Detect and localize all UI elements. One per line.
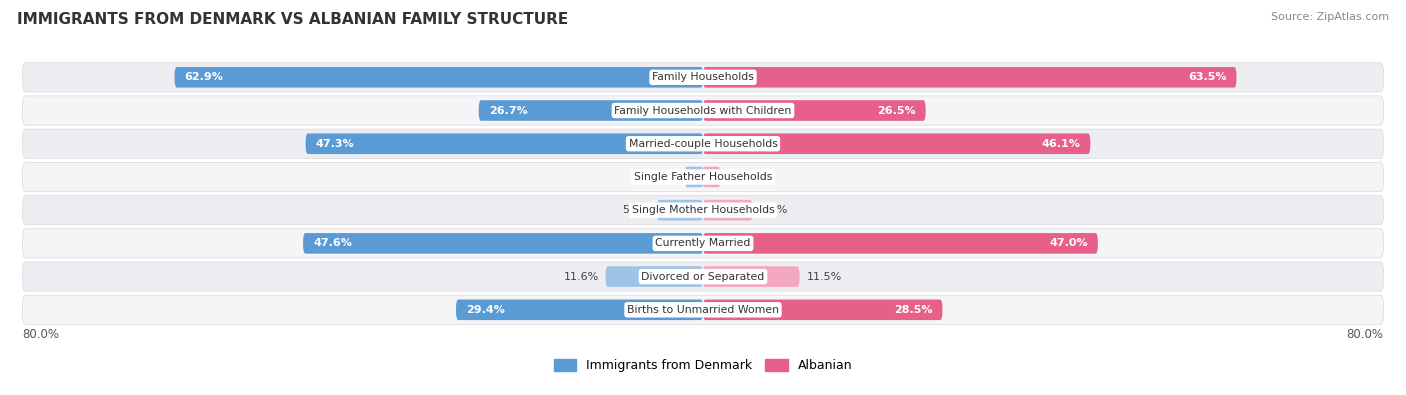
FancyBboxPatch shape [703,167,720,187]
Text: 28.5%: 28.5% [894,305,932,315]
FancyBboxPatch shape [22,262,1384,291]
FancyBboxPatch shape [174,67,703,88]
FancyBboxPatch shape [703,200,752,220]
FancyBboxPatch shape [304,233,703,254]
Text: Currently Married: Currently Married [655,238,751,248]
Text: 26.7%: 26.7% [489,105,527,115]
FancyBboxPatch shape [22,229,1384,258]
Text: IMMIGRANTS FROM DENMARK VS ALBANIAN FAMILY STRUCTURE: IMMIGRANTS FROM DENMARK VS ALBANIAN FAMI… [17,12,568,27]
Text: 62.9%: 62.9% [184,72,224,82]
FancyBboxPatch shape [478,100,703,121]
FancyBboxPatch shape [657,200,703,220]
Text: 26.5%: 26.5% [877,105,915,115]
Text: Married-couple Households: Married-couple Households [628,139,778,149]
FancyBboxPatch shape [703,100,925,121]
FancyBboxPatch shape [606,266,703,287]
FancyBboxPatch shape [703,134,1090,154]
FancyBboxPatch shape [685,167,703,187]
Text: Births to Unmarried Women: Births to Unmarried Women [627,305,779,315]
FancyBboxPatch shape [22,295,1384,324]
FancyBboxPatch shape [22,63,1384,92]
Text: 11.6%: 11.6% [564,272,599,282]
Text: Single Mother Households: Single Mother Households [631,205,775,215]
Text: 47.6%: 47.6% [314,238,352,248]
Text: 47.3%: 47.3% [316,139,354,149]
Text: 11.5%: 11.5% [807,272,842,282]
Text: 63.5%: 63.5% [1188,72,1226,82]
Text: 5.5%: 5.5% [621,205,650,215]
FancyBboxPatch shape [703,233,1098,254]
Text: 80.0%: 80.0% [1347,328,1384,341]
FancyBboxPatch shape [22,162,1384,192]
Legend: Immigrants from Denmark, Albanian: Immigrants from Denmark, Albanian [548,354,858,377]
Text: 2.0%: 2.0% [727,172,755,182]
Text: Family Households: Family Households [652,72,754,82]
Text: 80.0%: 80.0% [22,328,59,341]
Text: Source: ZipAtlas.com: Source: ZipAtlas.com [1271,12,1389,22]
Text: 46.1%: 46.1% [1042,139,1080,149]
FancyBboxPatch shape [456,299,703,320]
Text: 47.0%: 47.0% [1049,238,1088,248]
Text: 29.4%: 29.4% [465,305,505,315]
FancyBboxPatch shape [22,96,1384,125]
Text: Family Households with Children: Family Households with Children [614,105,792,115]
Text: 5.9%: 5.9% [759,205,787,215]
FancyBboxPatch shape [22,129,1384,158]
FancyBboxPatch shape [22,196,1384,225]
Text: Divorced or Separated: Divorced or Separated [641,272,765,282]
FancyBboxPatch shape [703,299,942,320]
FancyBboxPatch shape [305,134,703,154]
Text: 2.1%: 2.1% [650,172,679,182]
Text: Single Father Households: Single Father Households [634,172,772,182]
FancyBboxPatch shape [703,266,800,287]
FancyBboxPatch shape [703,67,1236,88]
